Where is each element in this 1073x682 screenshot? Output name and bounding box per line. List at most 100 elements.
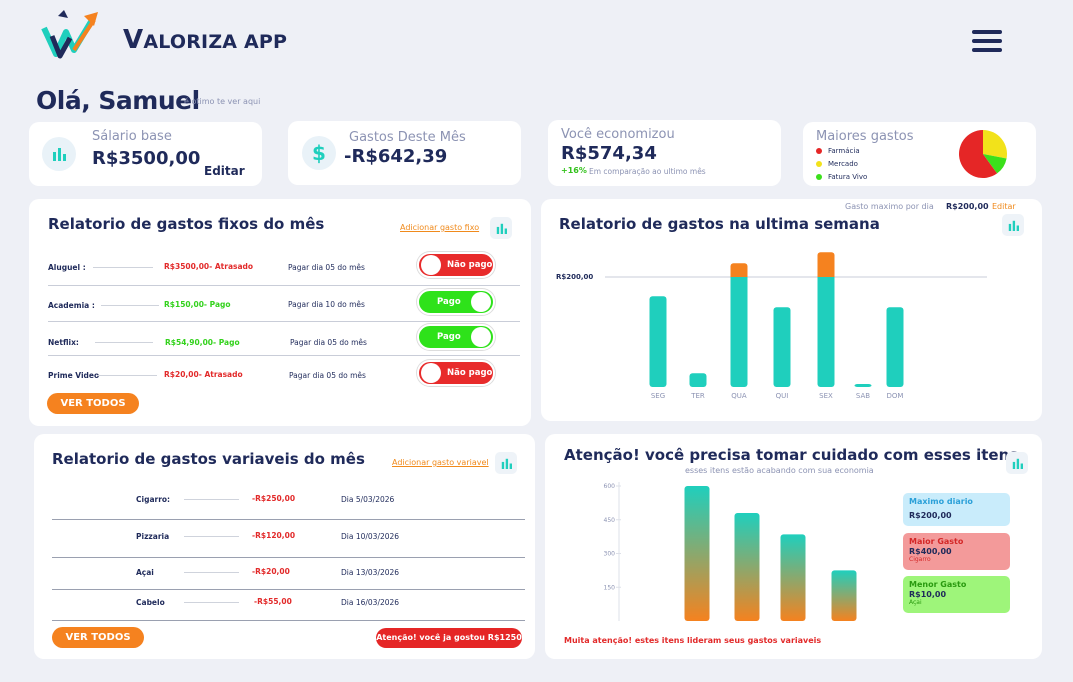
fixed-row-due: Pagar dia 10 do mês bbox=[288, 300, 365, 309]
x-tick-label: DOM bbox=[887, 392, 904, 400]
fixed-row-name: Netflix: bbox=[48, 338, 79, 347]
bar-chart-icon[interactable] bbox=[490, 217, 512, 239]
fixed-row-name: Academia : bbox=[48, 301, 95, 310]
legend-label: Mercado bbox=[828, 159, 858, 168]
bar-segment bbox=[649, 296, 667, 387]
y-tick-label: 450 bbox=[604, 517, 616, 524]
smallest-expense-info-card: Menor Gasto R$10,00 Açai bbox=[903, 576, 1010, 613]
bar-chart-icon[interactable] bbox=[1002, 214, 1024, 236]
bar-overflow-segment bbox=[817, 252, 835, 280]
info-card-value: R$400,00 bbox=[909, 547, 952, 556]
legend-label: Fatura Vivo bbox=[828, 172, 868, 181]
bar-segment bbox=[854, 384, 872, 387]
legend-dot bbox=[816, 160, 822, 167]
attention-subtitle: esses itens estão acabando com sua econo… bbox=[685, 466, 874, 475]
weekly-expenses-title: Relatorio de gastos na ultima semana bbox=[559, 215, 880, 233]
bar-chart-icon[interactable] bbox=[1006, 452, 1028, 474]
status-toggle-paid[interactable]: Pago bbox=[417, 289, 495, 315]
y-tick-label: 300 bbox=[604, 551, 616, 558]
info-card-note: Cigarro bbox=[909, 556, 931, 563]
salary-value: R$3500,00 bbox=[92, 148, 201, 169]
fixed-row-amount: R$20,00- Atrasado bbox=[164, 370, 243, 379]
variable-expenses-card: Relatorio de gastos variaveis do mês Adi… bbox=[34, 434, 535, 659]
fixed-view-all-button[interactable]: VER TODOS bbox=[47, 393, 139, 414]
fixed-row-due: Pagar dia 05 do mês bbox=[289, 371, 366, 380]
fixed-expenses-title: Relatorio de gastos fixos do mês bbox=[48, 215, 325, 233]
bar-segment bbox=[773, 307, 791, 387]
spending-alert-badge[interactable]: Atenção! você ja gostou R$1250 bbox=[376, 628, 522, 648]
pie-slice bbox=[959, 130, 998, 178]
variable-row-name: Açai bbox=[136, 568, 154, 577]
max-daily-info-card: Maximo diario R$200,00 bbox=[903, 493, 1010, 526]
weekly-expenses-card: Gasto maximo por dia R$200,00 Editar Rel… bbox=[541, 199, 1042, 421]
spent-label: Gastos Deste Mês bbox=[349, 130, 466, 145]
app-name: VALORIZA APP bbox=[123, 25, 288, 55]
legend-item: Farmácia bbox=[816, 144, 867, 157]
bar-segment bbox=[886, 307, 904, 387]
saved-value: R$574,34 bbox=[561, 143, 657, 164]
info-card-title: Maior Gasto bbox=[909, 537, 964, 546]
fixed-row-amount: R$150,00- Pago bbox=[164, 300, 231, 309]
saved-label: Você economizou bbox=[561, 127, 675, 142]
variable-row-name: Cabelo bbox=[136, 598, 165, 607]
reference-line-label: R$200,00 bbox=[556, 273, 593, 281]
variable-row-date: Dia 10/03/2026 bbox=[341, 532, 400, 541]
status-toggle-unpaid[interactable]: Não pago bbox=[417, 360, 495, 386]
variable-view-all-button[interactable]: VER TODOS bbox=[52, 627, 144, 648]
legend-dot bbox=[816, 173, 822, 180]
x-tick-label: SEG bbox=[651, 392, 665, 400]
add-variable-expense-link[interactable]: Adicionar gasto variavel bbox=[392, 458, 489, 467]
hamburger-menu-icon[interactable] bbox=[972, 30, 1002, 52]
attention-card: Atenção! você precisa tomar cuidado com … bbox=[545, 434, 1042, 659]
variable-row-amount: -R$20,00 bbox=[252, 567, 290, 576]
fixed-row-name: Prime Video bbox=[48, 371, 100, 380]
greeting-subtitle: é otimo te ver aqui bbox=[184, 97, 261, 106]
variable-row-amount: -R$120,00 bbox=[252, 531, 296, 540]
fixed-row-due: Pagar dia 05 do mês bbox=[290, 338, 367, 347]
legend-item: Mercado bbox=[816, 157, 867, 170]
y-tick-label: 150 bbox=[604, 584, 616, 591]
legend-dot bbox=[816, 147, 822, 154]
dollar-icon: $ bbox=[302, 136, 336, 170]
status-toggle-paid[interactable]: Pago bbox=[417, 324, 495, 350]
pie-slice bbox=[983, 154, 1007, 174]
pie-slice bbox=[983, 130, 1007, 159]
bar bbox=[831, 570, 857, 621]
legend-item: Fatura Vivo bbox=[816, 170, 867, 183]
status-toggle-unpaid[interactable]: Não pago bbox=[417, 252, 495, 278]
bar-joint bbox=[817, 277, 835, 281]
info-card-value: R$10,00 bbox=[909, 590, 947, 599]
attention-bar-chart: 150 300 450 600 bbox=[604, 482, 857, 621]
bar bbox=[780, 534, 806, 621]
x-tick-label: QUI bbox=[776, 392, 789, 400]
fixed-row-name: Aluguel : bbox=[48, 263, 86, 272]
saved-change: +16% bbox=[561, 166, 587, 175]
x-tick-label: SEX bbox=[819, 392, 833, 400]
bar-segment bbox=[689, 373, 707, 387]
bar-segment bbox=[730, 277, 748, 387]
fixed-row-due: Pagar dia 05 do mês bbox=[288, 263, 365, 272]
bar-chart-icon[interactable] bbox=[495, 452, 517, 474]
greeting: Olá, Samuel bbox=[36, 86, 200, 115]
max-daily-edit-button[interactable]: Editar bbox=[992, 202, 1016, 211]
app-logo bbox=[41, 10, 98, 59]
variable-expenses-title: Relatorio de gastos variaveis do mês bbox=[52, 450, 365, 468]
variable-row-date: Dia 5/03/2026 bbox=[341, 495, 395, 504]
info-card-value: R$200,00 bbox=[909, 511, 952, 520]
top-expenses-pie-chart bbox=[959, 130, 1007, 178]
attention-footer: Muita atenção! estes itens lideram seus … bbox=[564, 636, 822, 645]
add-fixed-expense-link[interactable]: Adicionar gasto fixo bbox=[400, 223, 480, 232]
saved-change-note: Em comparação ao ultimo mês bbox=[589, 167, 706, 176]
fixed-expenses-card: Relatorio de gastos fixos do mês Adicion… bbox=[29, 199, 531, 426]
variable-row-date: Dia 13/03/2026 bbox=[341, 568, 400, 577]
x-tick-label: SAB bbox=[856, 392, 870, 400]
info-card-title: Maximo diario bbox=[909, 497, 973, 506]
salary-card: Sálario base R$3500,00 Editar bbox=[29, 122, 262, 186]
info-card-note: Açai bbox=[909, 599, 922, 606]
spent-card: $ Gastos Deste Mês -R$642,39 bbox=[288, 121, 521, 185]
fixed-row-amount: R$3500,00- Atrasado bbox=[164, 262, 254, 271]
variable-row-name: Pizzaria bbox=[136, 532, 170, 541]
salary-edit-button[interactable]: Editar bbox=[204, 164, 245, 178]
variable-row-amount: -R$250,00 bbox=[252, 494, 296, 503]
saved-card: Você economizou R$574,34 +16% Em compara… bbox=[548, 120, 781, 186]
